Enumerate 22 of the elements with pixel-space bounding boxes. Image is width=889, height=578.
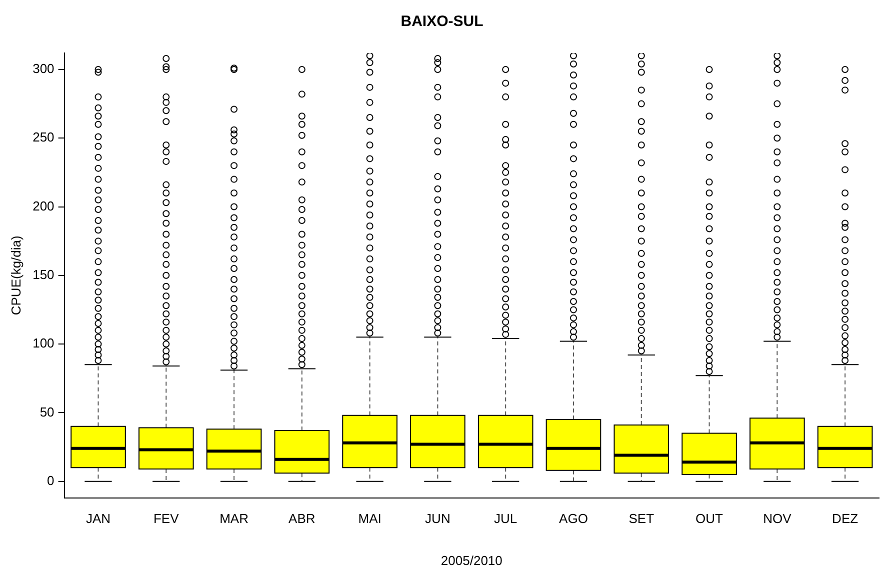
x-tick-label: AGO bbox=[559, 511, 588, 526]
x-tick-label: NOV bbox=[763, 511, 792, 526]
x-tick-label: JUN bbox=[425, 511, 450, 526]
y-tick-label: 100 bbox=[32, 336, 54, 351]
x-tick-label: JUL bbox=[494, 511, 518, 526]
x-axis-title: 2005/2010 bbox=[440, 552, 502, 568]
x-tick-label: JAN bbox=[86, 511, 111, 526]
x-tick-label: DEZ bbox=[832, 511, 858, 526]
y-tick-label: 150 bbox=[32, 266, 54, 282]
x-tick-label: MAR bbox=[220, 511, 248, 526]
x-tick-label: SET bbox=[628, 511, 654, 526]
chart-title: BAIXO-SUL bbox=[400, 13, 484, 30]
y-tick-label: 0 bbox=[47, 472, 54, 488]
y-axis-title: CPUE(kg/dia) bbox=[8, 236, 24, 316]
x-tick-label: ABR bbox=[288, 511, 316, 526]
x-tick-label: MAI bbox=[358, 511, 382, 526]
y-tick-label: 250 bbox=[32, 130, 54, 145]
y-tick-label: 300 bbox=[32, 61, 54, 76]
y-tick-label: 50 bbox=[40, 404, 54, 420]
y-tick-label: 200 bbox=[32, 198, 54, 214]
x-tick-label: FEV bbox=[153, 511, 180, 526]
x-tick-label: OUT bbox=[696, 511, 724, 526]
